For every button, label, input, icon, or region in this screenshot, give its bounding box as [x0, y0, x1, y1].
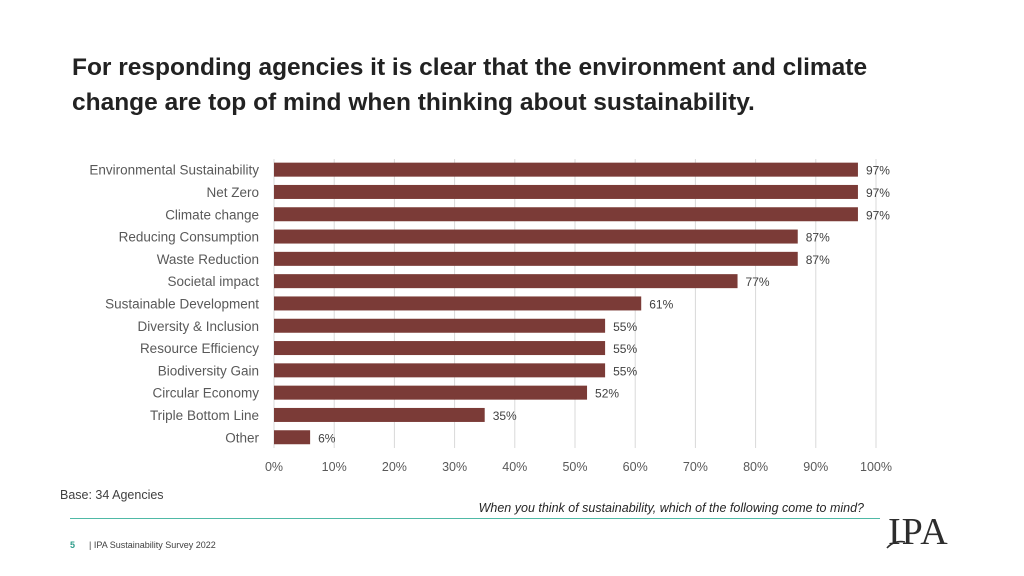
- x-tick-label: 60%: [623, 460, 648, 474]
- ipa-logo: IPA: [888, 511, 949, 553]
- value-label: 55%: [613, 342, 637, 356]
- value-label: 77%: [746, 275, 770, 289]
- x-tick-label: 30%: [442, 460, 467, 474]
- category-label: Diversity & Inclusion: [137, 319, 259, 334]
- bar: [274, 385, 588, 400]
- category-label: Circular Economy: [152, 386, 259, 401]
- value-label: 55%: [613, 364, 637, 378]
- bars: [274, 162, 858, 445]
- value-label: 52%: [595, 387, 619, 401]
- x-tick-label: 40%: [502, 460, 527, 474]
- value-label: 87%: [806, 253, 830, 267]
- value-label: 6%: [318, 431, 336, 445]
- bar: [274, 430, 311, 445]
- bar: [274, 341, 606, 356]
- x-tick-label: 90%: [803, 460, 828, 474]
- value-label: 97%: [866, 208, 890, 222]
- category-label: Climate change: [165, 207, 259, 222]
- bar: [274, 407, 485, 422]
- bar: [274, 296, 642, 311]
- bar: [274, 162, 858, 177]
- bar-chart: 0% 10% 20% 30% 40% 50% 60% 70% 80% 90% 100% Environ…: [89, 159, 892, 474]
- page-number: 5: [70, 540, 76, 550]
- bar: [274, 251, 798, 266]
- bar: [274, 207, 858, 222]
- value-label: 61%: [649, 297, 673, 311]
- category-label: Net Zero: [206, 185, 259, 200]
- x-tick-label: 50%: [562, 460, 587, 474]
- bar: [274, 184, 858, 199]
- logo-swoosh-icon: [886, 540, 906, 549]
- category-label: Other: [225, 430, 259, 445]
- bar: [274, 274, 738, 289]
- category-label: Societal impact: [167, 274, 259, 289]
- x-tick-label: 10%: [322, 460, 347, 474]
- bar: [274, 363, 606, 378]
- value-label: 97%: [866, 164, 890, 178]
- footer-divider: [70, 518, 880, 519]
- x-tick-label: 100%: [860, 460, 892, 474]
- base-note: Base: 34 Agencies: [60, 488, 164, 502]
- category-label: Biodiversity Gain: [158, 363, 259, 378]
- category-label: Resource Efficiency: [140, 341, 259, 356]
- category-label: Waste Reduction: [157, 252, 259, 267]
- footer: 5 | IPA Sustainability Survey 2022: [70, 540, 216, 550]
- category-label: Sustainable Development: [105, 296, 259, 311]
- value-label: 35%: [493, 409, 517, 423]
- x-tick-label: 0%: [265, 460, 283, 474]
- value-label: 87%: [806, 231, 830, 245]
- x-tick-label: 80%: [743, 460, 768, 474]
- bar: [274, 318, 606, 333]
- x-tick-label: 20%: [382, 460, 407, 474]
- x-tick-label: 70%: [683, 460, 708, 474]
- category-label: Triple Bottom Line: [150, 408, 259, 423]
- value-label: 97%: [866, 186, 890, 200]
- category-label: Reducing Consumption: [119, 230, 259, 245]
- labels: 0% 10% 20% 30% 40% 50% 60% 70% 80% 90% 100% Environ…: [89, 163, 892, 474]
- page-title: For responding agencies it is clear that…: [72, 54, 868, 116]
- value-label: 55%: [613, 320, 637, 334]
- survey-question: When you think of sustainability, which …: [478, 501, 864, 515]
- survey-label: | IPA Sustainability Survey 2022: [89, 540, 216, 550]
- category-label: Environmental Sustainability: [89, 163, 259, 178]
- bar: [274, 229, 798, 244]
